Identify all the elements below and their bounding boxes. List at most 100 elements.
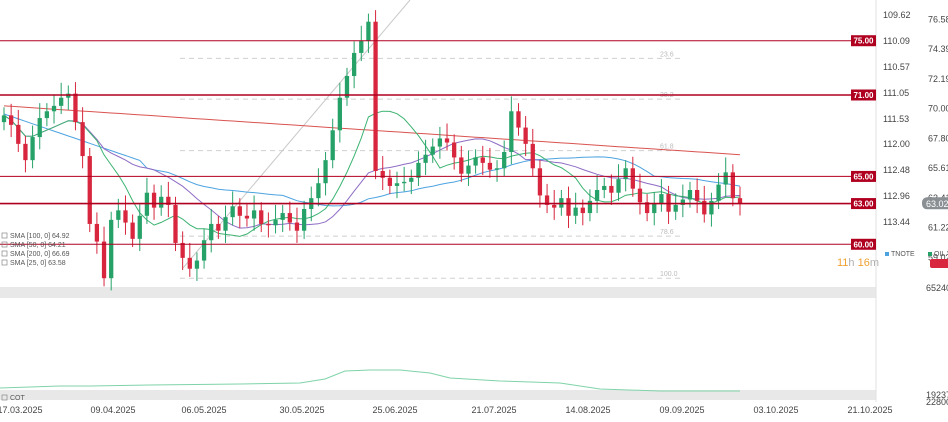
candle-body [566,198,571,216]
level-label-75.00: 75.00 [853,37,874,46]
y-tick-label: 72.19 [928,74,948,84]
x-tick-label: 06.05.2025 [181,405,226,415]
inner-y-tick-label: 112.00 [883,139,910,149]
horizontal-levels: 75.00 71.00 65.00 63.00 60.00 [0,35,876,250]
legend-gear-icon [1,250,8,257]
candle-body [51,105,57,112]
candle-body [301,209,307,231]
trend-line [182,0,411,269]
candle-body [659,194,664,204]
candle-body [9,115,14,125]
candle-body [330,130,335,161]
candle-body [709,200,714,215]
candle-body [180,242,185,258]
legend-gear-icon [1,241,8,248]
candlesticks [1,10,743,291]
candle-body [44,111,50,119]
chart-extras: 11h 16m TNOTE OIL.W [837,251,948,269]
candle-body [237,206,242,216]
candle-body [166,196,171,205]
x-axis: 17.03.2025 09.04.2025 06.05.2025 30.05.2025… [0,405,893,415]
level-label-60.00: 60.00 [853,240,874,249]
x-tick-label: 25.06.2025 [372,405,417,415]
candle-body [716,184,721,201]
y-axis-right: 76.5874.3972.1970.0067.8065.6163.4161.22… [922,14,948,263]
candle-body [209,223,214,241]
candle-body [244,215,250,219]
candle-body [409,177,414,182]
candle-body [480,157,485,163]
y-axis-inner: 109.62 110.09 110.57 111.05 111.53 112.00 112.… [883,10,911,227]
oil-price-tag [930,259,948,268]
candle-body [444,138,450,143]
candle-body [702,200,707,215]
sma-200-line [3,105,741,156]
inner-y-tick-label: 112.96 [883,191,910,201]
candle-body [730,172,735,199]
candle-body [637,188,643,203]
fib-label: 78.6 [660,229,674,236]
candle-body [337,97,342,131]
candle-body [623,168,628,180]
legend-entry: SMA [100, 0] 64.92 [10,233,70,240]
candle-body [1,115,7,123]
candle-body [452,142,457,158]
level-tag-65.00 [851,170,876,182]
inner-y-tick-label: 109.62 [883,10,911,20]
level-label-65.00: 65.00 [853,172,874,181]
candle-body [416,162,421,178]
x-tick-label: 09.04.2025 [90,405,135,415]
candle-body [59,97,64,106]
candle-body [473,157,478,166]
y-tick-label: 65.61 [928,163,948,173]
candle-body [437,138,443,147]
legend-entry: SMA [50, 0] 64.21 [10,242,66,249]
candle-body [487,162,493,170]
sma-legend: SMA [100, 0] 64.92 SMA [50, 0] 64.21 SMA [… [1,232,70,267]
candle-body [673,204,678,212]
level-tag-60.00 [851,238,876,250]
candle-body [294,222,300,231]
candle-body [16,124,21,144]
candle-body [587,200,593,214]
candle-body [123,210,128,223]
indicator-band [0,390,876,400]
tnote-legend-swatch [885,252,889,256]
candle-body [387,177,393,186]
candle-body [266,223,271,226]
candle-body [223,217,228,231]
inner-y-tick-label: 112.48 [883,165,910,175]
current-price-label: 63.02 [926,199,948,209]
y-tick-label: 74.39 [928,44,948,54]
candle-body [287,213,292,223]
candle-body [173,204,178,243]
inner-y-tick-label: 111.53 [883,114,909,124]
level-label-63.00: 63.00 [853,200,874,209]
sma-25-line [3,110,741,237]
candle-body [616,179,621,193]
candle-body [694,190,700,201]
candle-body [502,152,507,169]
candle-body [680,199,685,205]
candle-body [552,204,557,208]
y-tick-label: 61.22 [928,223,948,233]
candle-body [459,157,464,174]
inner-y-tick-label: 110.57 [883,62,910,72]
inner-y-tick-label: 113.44 [883,217,910,227]
candle-body [280,213,285,220]
legend-gear-icon [1,232,8,239]
current-price-tag [922,197,948,210]
candle-body [594,190,600,201]
candle-body [380,171,385,178]
candle-body [194,260,200,269]
candle-body [402,181,407,184]
candle-body [530,143,535,169]
y-tick-label: 70.00 [928,104,948,114]
candle-body [251,210,257,219]
level-label-71.00: 71.00 [853,91,874,100]
candle-body [609,185,614,193]
candle-body [373,21,378,172]
candle-body [230,206,235,218]
candle-body [652,203,657,214]
